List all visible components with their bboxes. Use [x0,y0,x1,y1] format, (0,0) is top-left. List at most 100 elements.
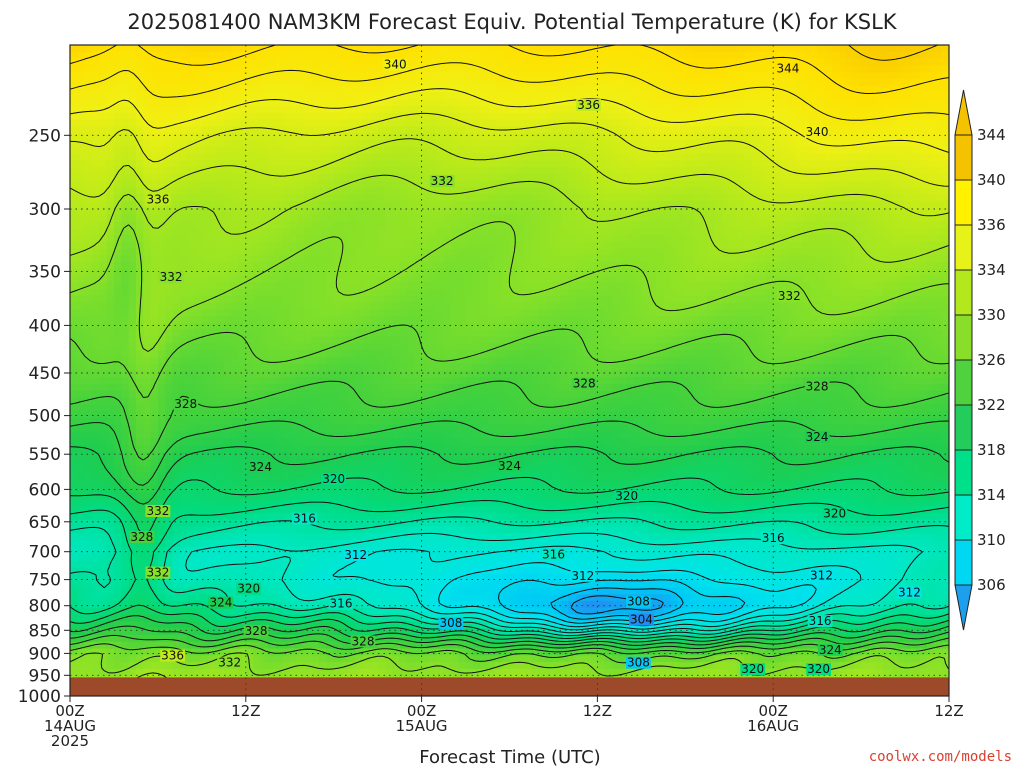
y-tick-label: 800 [29,597,61,617]
contour-324 [70,446,949,646]
colorbar-label: 310 [977,531,1006,549]
contour-label: 316 [330,597,353,611]
contour-label-bg [497,459,522,472]
contour-label-bg [626,656,651,669]
contour-label: 328 [130,530,153,544]
contour-label: 332 [146,504,169,518]
colorbar-label: 340 [977,171,1006,189]
x-tick-label: 15AUG [396,717,448,735]
theta-e-field [70,45,949,696]
contour-label: 328 [806,379,829,393]
x-axis-label: Forecast Time (UTC) [419,747,600,768]
y-tick-label: 850 [29,621,61,641]
colorbar-segment [955,360,972,405]
contour-label: 324 [819,643,842,657]
contour-label: 320 [322,472,345,486]
chart-title: 2025081400 NAM3KM Forecast Equiv. Potent… [127,10,897,34]
colorbar-min-arrow [954,584,973,631]
contour-labels: 340 344 336 340 332 336 332 332 328 328 328 324 324 3… [129,58,922,676]
y-tick-label: 250 [29,126,61,146]
contour-label: 308 [439,616,462,630]
x-tick-label: 12Z [231,702,260,720]
contour-label: 320 [237,582,260,596]
contour-label-bg [292,512,317,525]
x-tick-label: 2025 [51,732,89,750]
contour-label-bg [145,193,171,206]
contour-label: 324 [209,596,232,610]
contour-label-bg [807,615,833,628]
contour-label: 308 [627,656,650,670]
contour-label-bg [626,595,651,608]
contour-label: 316 [542,548,565,562]
contour-label-bg [236,582,262,595]
y-tick-label: 600 [29,480,61,500]
colorbar-max-arrow [954,89,973,136]
contour-label: 316 [762,531,785,545]
x-tick-label: 00Z [55,702,84,720]
contour-lines [70,45,949,696]
y-tick-label: 400 [29,316,61,336]
contour-label-bg [570,569,596,582]
contour-label: 328 [352,635,375,649]
contour-label: 328 [174,397,197,411]
contour-label: 316 [293,512,316,526]
contour-label: 324 [806,430,829,444]
y-tick-label: 900 [29,644,61,664]
contour-label-bg [897,586,922,599]
contour-312 [438,562,817,628]
contour-label-bg [160,649,185,662]
contour-label-bg [541,548,566,561]
contour-label-bg [775,62,801,75]
y-tick-label: 650 [29,513,61,533]
contour-340 [70,88,949,153]
contour-label-bg [806,663,831,676]
y-tick-label: 1000 [18,687,61,707]
contour-label-bg [208,596,234,609]
contour-label-bg [740,663,766,676]
contour-label-bg [248,461,273,474]
x-tick-label: 14AUG [44,717,96,735]
contour-label: 344 [776,62,799,76]
colorbar-segment [955,405,972,450]
contour-label: 320 [741,662,764,676]
contour-label-bg [158,271,184,284]
colorbar-segment [955,270,972,315]
contour-label-bg [804,126,830,138]
contour-label: 312 [898,585,921,599]
contour-label-bg [438,617,464,630]
colorbar-label: 318 [977,441,1006,459]
contour-322 [70,476,949,643]
contour-label: 336 [577,98,600,112]
contour-326 [70,420,949,650]
plot-area: 340 344 336 340 332 336 332 332 328 328 328 324 324 3… [70,45,949,696]
contour-label: 320 [823,507,846,521]
contour-318 [70,516,949,637]
colorbar-label: 322 [977,396,1006,414]
contour-label: 308 [627,595,650,609]
plot-frame [69,44,950,697]
y-tick-label: 950 [29,666,61,686]
contour-330 [70,324,949,664]
contour-label-bg [822,507,848,520]
colorbar-segment [955,225,972,270]
colorbar-label: 314 [977,486,1006,504]
contour-label-bg [173,398,199,411]
y-tick-label: 300 [29,200,61,220]
colorbar-label: 330 [977,306,1006,324]
contour-label: 320 [807,662,830,676]
contour-label: 328 [573,377,596,391]
contour-label: 332 [160,270,183,284]
colorbar-label: 336 [977,216,1006,234]
contour-label-bg [382,58,408,71]
contour-label: 304 [630,613,653,627]
colorbar-label: 344 [977,126,1006,144]
colorbar-segment [955,315,972,360]
contour-328 [70,380,949,655]
x-tick-label: 00Z [407,702,436,720]
y-tick-label: 450 [29,364,61,384]
colorbar-segment [955,540,972,585]
y-axis: 250 300 350 400 450 500 550 600 650 700 750 800 850 9… [18,126,70,707]
contour-label-bg [429,175,455,188]
contour-label: 312 [344,548,367,562]
